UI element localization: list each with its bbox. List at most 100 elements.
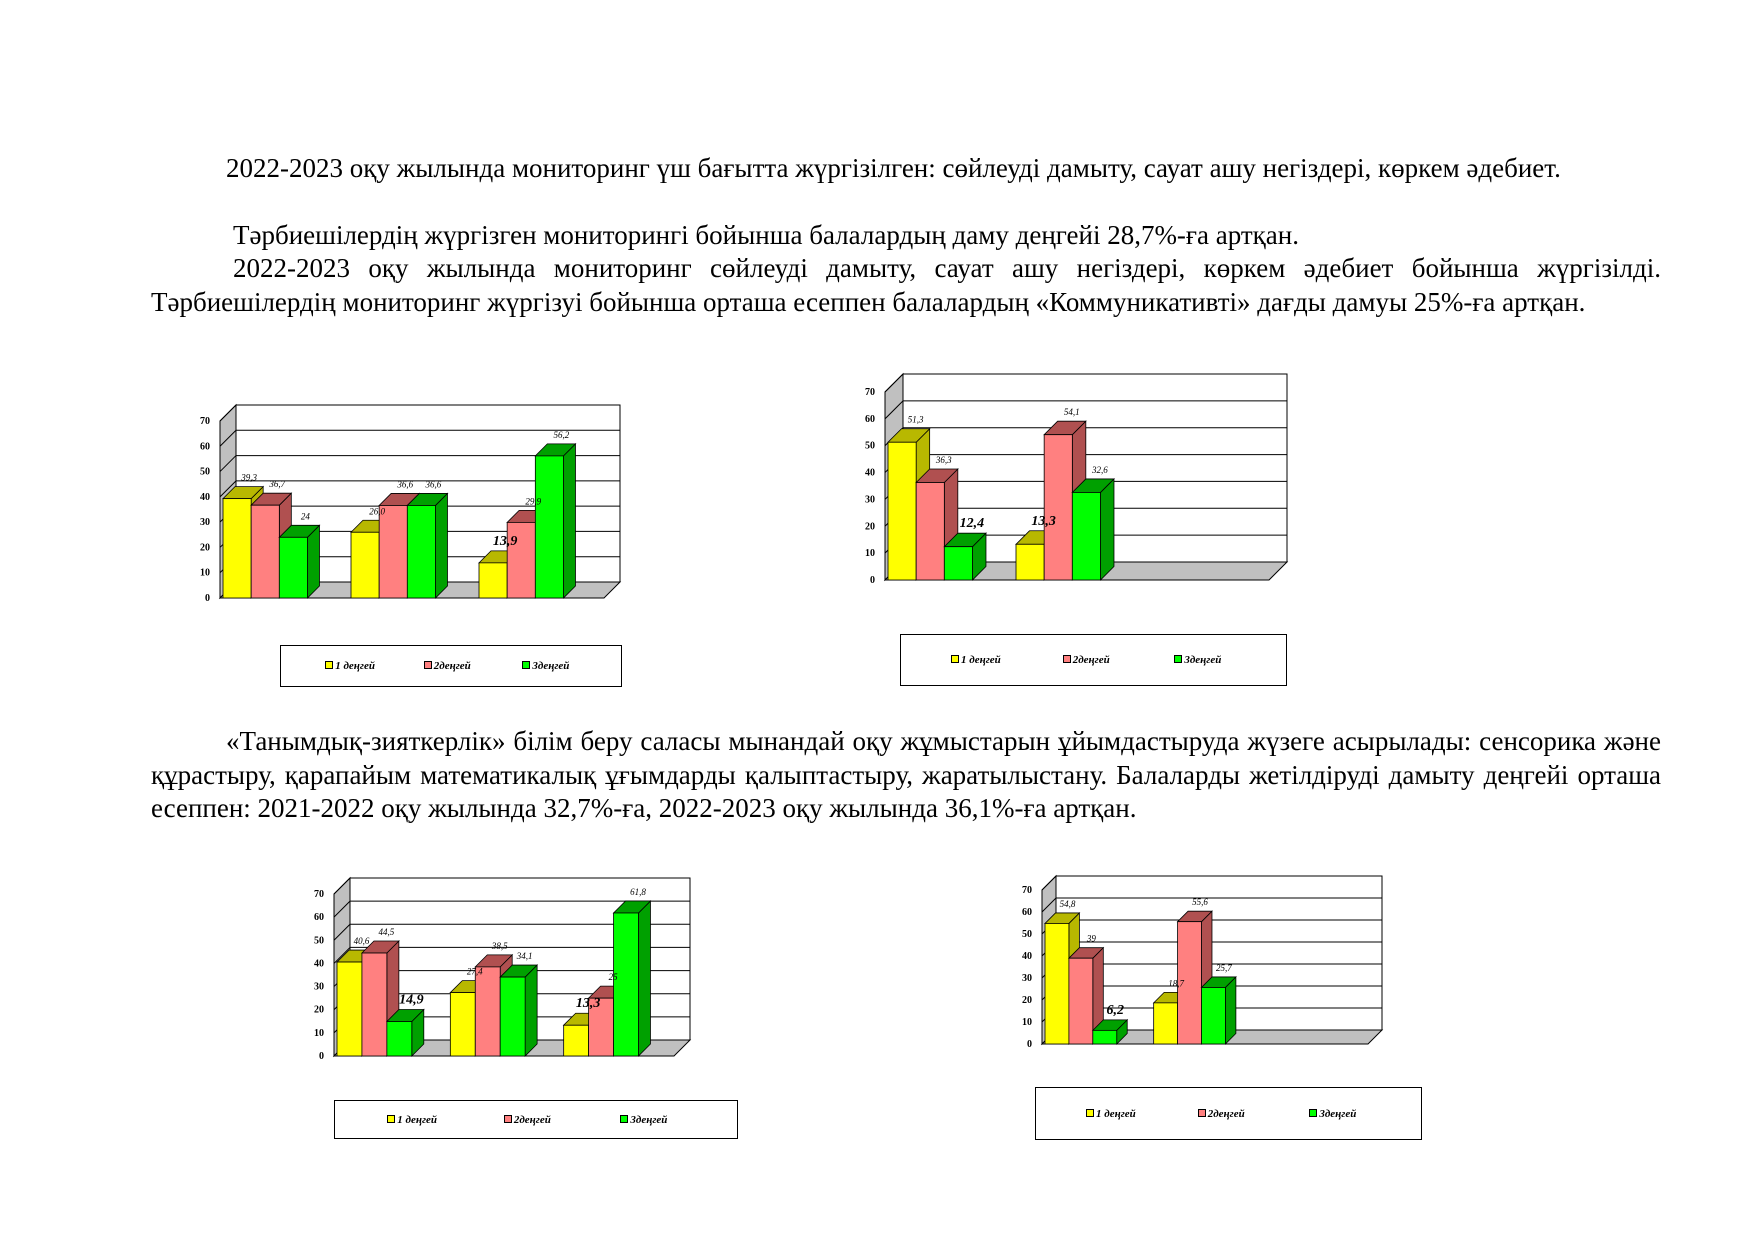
legend-item: 3деңгей bbox=[620, 1114, 667, 1126]
y-tick-label: 70 bbox=[1022, 885, 1032, 896]
data-label: 36,3 bbox=[935, 455, 952, 465]
y-tick-label: 60 bbox=[1022, 907, 1032, 918]
gridline-side bbox=[333, 923, 351, 941]
data-label: 54,1 bbox=[1064, 407, 1080, 417]
gridline-side bbox=[333, 947, 351, 964]
data-label: 55,6 bbox=[1192, 897, 1208, 907]
legend-item: 3деңгей bbox=[522, 660, 569, 672]
y-tick-label: 0 bbox=[205, 593, 210, 604]
paragraph-communicative-skills: 2022-2023 оқу жылында мониторинг сөйлеуд… bbox=[151, 253, 1661, 317]
legend-swatch bbox=[951, 655, 960, 664]
data-label: 39,3 bbox=[240, 473, 257, 483]
data-label: 13,3 bbox=[1031, 514, 1056, 529]
bar bbox=[386, 1021, 413, 1057]
y-tick-label: 20 bbox=[865, 521, 875, 532]
data-label: 34,1 bbox=[516, 951, 533, 961]
bar bbox=[534, 455, 564, 599]
y-tick-label: 60 bbox=[865, 414, 875, 425]
chart-1-legend: 1 деңгей 2деңгей 3деңгей bbox=[280, 645, 622, 687]
y-tick-label: 70 bbox=[865, 387, 875, 398]
bar bbox=[361, 952, 388, 1057]
bar bbox=[588, 997, 614, 1057]
legend-label: 2деңгей bbox=[433, 660, 471, 672]
data-label: 18,7 bbox=[1168, 978, 1184, 988]
y-tick-label: 50 bbox=[865, 441, 875, 452]
bar bbox=[1015, 543, 1045, 581]
data-label: 36,6 bbox=[396, 479, 413, 489]
legend-label: 2деңгей bbox=[513, 1113, 551, 1126]
y-tick-label: 0 bbox=[870, 575, 875, 586]
bar-side bbox=[563, 442, 576, 599]
data-label: 40,6 bbox=[354, 936, 370, 946]
y-tick-label: 40 bbox=[314, 958, 324, 969]
paragraph-monitoring-directions: 2022-2023 оқу жылында мониторинг үш бағы… bbox=[226, 153, 1561, 183]
legend-swatch bbox=[423, 661, 432, 670]
y-tick-label: 0 bbox=[1027, 1039, 1032, 1050]
legend-swatch bbox=[620, 1114, 629, 1123]
y-tick-label: 30 bbox=[200, 517, 210, 528]
legend-label: 1 деңгей bbox=[961, 654, 1001, 666]
y-tick-label: 50 bbox=[200, 467, 210, 478]
y-tick-label: 10 bbox=[200, 568, 210, 579]
data-label: 36,6 bbox=[425, 479, 442, 489]
data-label: 54,8 bbox=[1060, 899, 1076, 909]
y-tick-label: 30 bbox=[1022, 973, 1032, 984]
y-tick-label: 0 bbox=[319, 1051, 324, 1062]
y-tick-label: 40 bbox=[1022, 951, 1032, 962]
data-label: 51,3 bbox=[908, 415, 924, 425]
bar bbox=[250, 504, 280, 599]
y-tick-label: 60 bbox=[200, 441, 210, 452]
gridline-side bbox=[219, 429, 237, 447]
data-label: 25 bbox=[609, 972, 619, 982]
bar-side bbox=[435, 492, 448, 599]
bar bbox=[1201, 987, 1226, 1045]
legend-item: 2деңгей bbox=[1062, 654, 1110, 666]
legend-swatch bbox=[522, 661, 531, 670]
y-tick-label: 20 bbox=[314, 1005, 324, 1016]
bar bbox=[1071, 492, 1101, 581]
legend-swatch bbox=[1197, 1108, 1206, 1117]
legend-item: 3деңгей bbox=[1174, 654, 1221, 666]
bar bbox=[222, 498, 252, 599]
y-tick-label: 70 bbox=[200, 416, 210, 427]
legend-swatch bbox=[1309, 1108, 1318, 1117]
data-label: 24 bbox=[301, 511, 311, 521]
bar-side bbox=[524, 964, 538, 1057]
legend-item: 1 деңгей bbox=[387, 1114, 437, 1126]
data-label: 38,5 bbox=[491, 941, 508, 951]
data-label: 61,8 bbox=[630, 887, 646, 897]
bar-chart-1: 0 10 20 30 40 50 60 70 39,3 36,7 24 26,0 36,6 36,6 13,… bbox=[190, 395, 626, 610]
data-label: 13,9 bbox=[493, 534, 517, 549]
bar bbox=[506, 521, 536, 599]
bar-side bbox=[638, 900, 651, 1057]
chart-3-legend: 1 деңгей 2деңгей 3деңгей bbox=[334, 1100, 738, 1139]
data-label: 26,0 bbox=[369, 506, 385, 516]
y-tick-label: 40 bbox=[200, 492, 210, 503]
bar bbox=[887, 441, 917, 581]
data-label: 36,7 bbox=[268, 479, 285, 489]
data-label: 27,4 bbox=[467, 967, 483, 977]
y-tick-label: 70 bbox=[314, 889, 324, 900]
bar bbox=[1177, 921, 1202, 1045]
data-label: 32,6 bbox=[1091, 465, 1108, 475]
legend-label: 3деңгей bbox=[532, 660, 570, 672]
bar bbox=[1153, 1002, 1178, 1045]
bar bbox=[278, 536, 308, 599]
bar bbox=[406, 505, 436, 599]
gridline-side bbox=[1041, 897, 1057, 913]
legend-item: 3деңгей bbox=[1309, 1108, 1356, 1120]
bar bbox=[1092, 1029, 1118, 1045]
legend-swatch bbox=[1062, 655, 1071, 664]
bar bbox=[915, 482, 945, 581]
bar-side bbox=[1224, 975, 1237, 1045]
paragraph-cognitive-intellectual: «Танымдық-зияткерлік» білім беру саласы … bbox=[151, 726, 1661, 823]
gridline-side bbox=[884, 400, 904, 420]
data-label: 25,7 bbox=[1216, 963, 1232, 973]
bar bbox=[1068, 957, 1094, 1045]
y-tick-label: 60 bbox=[314, 912, 324, 923]
gridline-side bbox=[1041, 875, 1057, 891]
gridline-side bbox=[219, 455, 237, 472]
legend-swatch bbox=[1086, 1108, 1095, 1117]
legend-item: 1 деңгей bbox=[325, 660, 375, 672]
gridline-side bbox=[884, 373, 904, 393]
